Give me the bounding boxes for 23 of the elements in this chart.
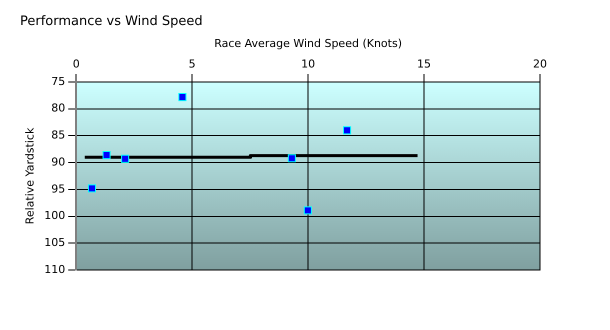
y-tick-label: 100: [44, 209, 66, 222]
x-tick-label: 15: [417, 57, 432, 70]
point: [304, 206, 312, 214]
x-tick-label: 5: [188, 57, 196, 70]
x-tick-label: 0: [72, 57, 80, 70]
point: [178, 93, 186, 102]
point: [288, 154, 296, 162]
y-tick-label: 105: [44, 236, 66, 249]
y-axis-title: Relative Yardstick: [23, 127, 36, 224]
point: [88, 184, 96, 192]
point: [102, 151, 111, 160]
y-tick-label: 90: [51, 155, 66, 168]
y-tick-label: 110: [44, 262, 66, 276]
point: [121, 154, 130, 163]
x-tick-label: 10: [301, 57, 316, 70]
y-tick-label: 85: [51, 128, 66, 142]
point: [343, 126, 352, 134]
chart-title: Performance vs Wind Speed: [20, 14, 203, 30]
x-tick-label: 20: [533, 57, 547, 70]
y-tick-label: 95: [51, 182, 66, 196]
y-tick-label: 75: [51, 74, 66, 88]
y-tick-label: 80: [51, 102, 66, 115]
x-axis-title: Race Average Wind Speed (Knots): [214, 37, 402, 50]
